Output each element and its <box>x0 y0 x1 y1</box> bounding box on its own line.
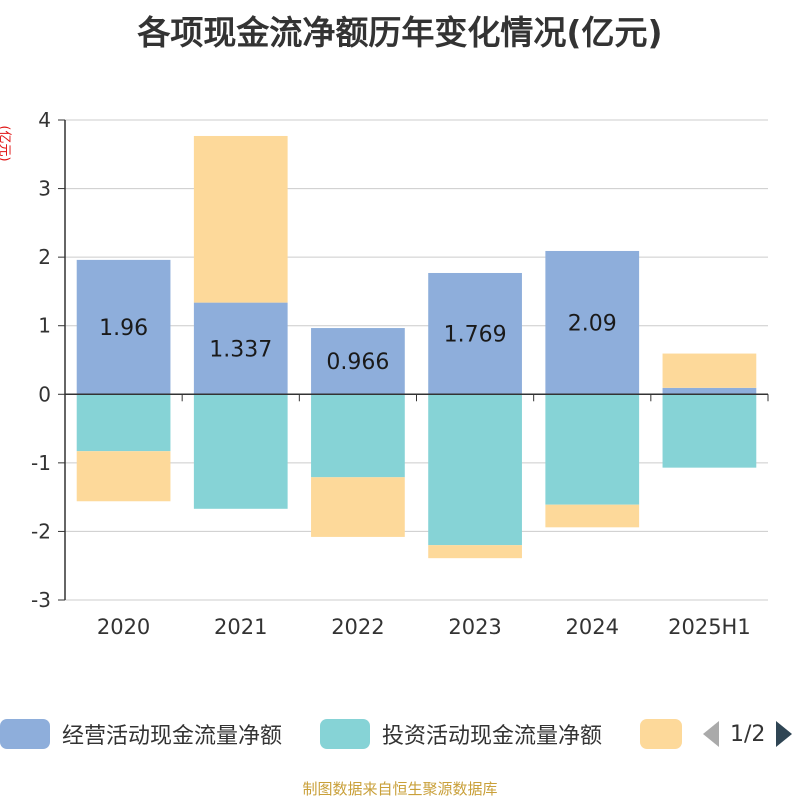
x-tick-label: 2020 <box>97 615 150 639</box>
bar-financing <box>428 545 522 559</box>
source-footer: 制图数据来自恒生聚源数据库 <box>302 780 498 798</box>
legend-item-financing[interactable] <box>640 718 694 750</box>
bar-investing <box>662 394 757 468</box>
bar-operating <box>428 272 522 395</box>
triangle-left-icon[interactable] <box>702 720 720 748</box>
x-tick-label: 2023 <box>448 615 501 639</box>
y-tick-label: -3 <box>31 588 51 612</box>
bar-financing <box>76 451 171 502</box>
bar-financing <box>193 135 288 303</box>
legend-swatch-operating <box>0 719 50 749</box>
legend-item-investing[interactable]: 投资活动现金流量净额 <box>320 718 602 750</box>
bar-financing <box>662 353 757 388</box>
y-tick-label: -1 <box>31 451 51 475</box>
bar-investing <box>311 394 405 478</box>
x-tick-label: 2022 <box>331 615 384 639</box>
bar-operating <box>193 302 288 395</box>
y-tick-label: 0 <box>38 382 51 406</box>
bar-chart: 4 3 2 1 0 -1 -2 -3 2020 2021 2022 2023 2024 2025H1 1.9… <box>31 108 769 639</box>
legend-swatch-financing <box>640 719 682 749</box>
bar-financing <box>545 504 640 528</box>
y-tick-label: 2 <box>38 245 51 269</box>
x-tick-label: 2025H1 <box>668 615 751 639</box>
y-tick-label: 4 <box>38 108 51 132</box>
data-label: 1.769 <box>444 323 507 348</box>
bar-investing <box>545 394 640 505</box>
bar-financing <box>311 477 405 537</box>
data-label: 1.96 <box>99 316 148 341</box>
data-label: 2.09 <box>568 312 617 337</box>
legend-label-operating: 经营活动现金流量净额 <box>62 724 283 749</box>
legend-label-investing: 投资活动现金流量净额 <box>382 724 603 749</box>
legend-swatch-investing <box>320 719 370 749</box>
legend-page-indicator: 1/2 <box>730 721 766 747</box>
x-tick-label: 2024 <box>566 615 619 639</box>
x-tick-label: 2021 <box>214 615 267 639</box>
data-label: 0.966 <box>326 350 389 375</box>
bar-investing <box>76 394 171 452</box>
bar-investing <box>428 394 522 546</box>
bar-operating <box>662 387 757 395</box>
data-label: 1.337 <box>209 337 272 362</box>
bar-operating <box>545 250 640 395</box>
y-tick-label: 1 <box>38 314 51 338</box>
legend-item-operating[interactable]: 经营活动现金流量净额 <box>0 718 282 750</box>
legend-pager: 1/2 <box>702 718 793 750</box>
y-tick-label: 3 <box>38 177 51 201</box>
triangle-right-icon[interactable] <box>775 720 793 748</box>
bar-investing <box>193 394 288 509</box>
y-tick-label: -2 <box>31 519 51 543</box>
chart-title: 各项现金流净额历年变化情况(亿元) <box>137 13 663 52</box>
bar-operating <box>76 259 171 395</box>
bar-operating <box>311 328 405 395</box>
